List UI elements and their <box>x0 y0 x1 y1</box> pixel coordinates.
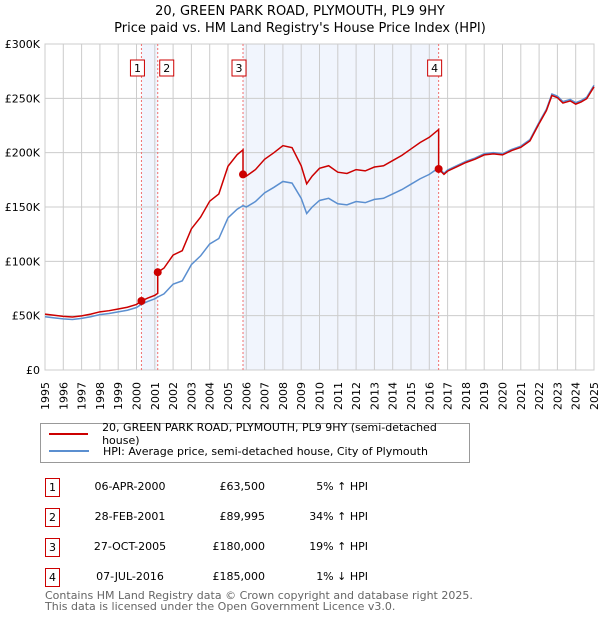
y-tick-label: £0 <box>26 364 40 377</box>
sale-label-border <box>231 59 247 77</box>
y-tick-label: £150K <box>5 201 41 214</box>
sale-hpi-diff: 34% ↑ HPI <box>309 510 368 523</box>
sale-number: 4 <box>45 568 60 587</box>
x-tick-label: 2015 <box>405 382 418 410</box>
sale-row: 3 27-OCT-2005 £180,000 19% ↑ HPI <box>0 538 600 558</box>
footer-licence: This data is licensed under the Open Gov… <box>45 600 396 613</box>
x-tick-label: 2024 <box>570 382 583 410</box>
x-tick-label: 2004 <box>204 382 217 410</box>
sale-date: 28-FEB-2001 <box>94 510 166 523</box>
legend: 20, GREEN PARK ROAD, PLYMOUTH, PL9 9HY (… <box>40 421 470 463</box>
sale-label-number: 3 <box>236 62 243 75</box>
sale-point <box>153 268 162 277</box>
sale-label-box: 4 <box>427 59 443 77</box>
x-tick-label: 1996 <box>57 382 70 410</box>
x-tick-label: 2011 <box>332 382 345 410</box>
sale-price: £185,000 <box>212 570 266 583</box>
sale-label-box: 2 <box>159 59 175 77</box>
x-tick-label: 2010 <box>314 382 327 410</box>
sale-point <box>137 296 146 305</box>
sale-label-number: 2 <box>163 62 170 75</box>
sale-price: £63,500 <box>219 480 266 493</box>
x-tick-label: 2023 <box>551 382 564 410</box>
legend-item-hpi: HPI: Average price, semi-detached house,… <box>49 443 428 459</box>
legend-swatch-red <box>49 433 89 435</box>
sale-label-box: 1 <box>129 59 145 77</box>
sale-label-border <box>129 59 145 77</box>
x-tick-label: 1995 <box>39 382 52 410</box>
sale-hpi-diff: 5% ↑ HPI <box>316 480 368 493</box>
legend-label: HPI: Average price, semi-detached house,… <box>103 444 428 458</box>
sale-date: 06-APR-2000 <box>94 480 166 493</box>
sale-label-number: 4 <box>431 62 438 75</box>
x-tick-label: 2016 <box>423 382 436 410</box>
x-tick-label: 2000 <box>131 382 144 410</box>
sale-hpi-diff: 19% ↑ HPI <box>309 540 368 553</box>
y-tick-label: £200K <box>5 147 41 160</box>
x-tick-label: 2008 <box>277 382 290 410</box>
sale-number: 2 <box>45 508 60 527</box>
property-price-line <box>44 86 595 318</box>
sale-date: 07-JUL-2016 <box>96 570 164 583</box>
x-tick-label: 1998 <box>94 382 107 410</box>
x-tick-label: 2007 <box>259 382 272 410</box>
sale-point <box>239 170 248 179</box>
sale-row: 2 28-FEB-2001 £89,995 34% ↑ HPI <box>0 508 600 528</box>
sale-label-border <box>427 59 443 77</box>
x-tick-label: 2002 <box>167 382 180 410</box>
x-tick-label: 2005 <box>222 382 235 410</box>
y-tick-label: £300K <box>5 38 41 51</box>
y-tick-label: £250K <box>5 92 41 105</box>
x-tick-label: 2021 <box>515 382 528 410</box>
x-tick-label: 2012 <box>350 382 363 410</box>
sale-price: £89,995 <box>219 510 266 523</box>
sale-date: 27-OCT-2005 <box>93 540 167 553</box>
x-tick-label: 2006 <box>240 382 253 410</box>
x-tick-label: 2019 <box>478 382 491 410</box>
sale-price: £180,000 <box>212 540 266 553</box>
sale-number: 3 <box>45 538 60 557</box>
legend-swatch-blue <box>49 450 89 452</box>
sale-row: 4 07-JUL-2016 £185,000 1% ↓ HPI <box>0 568 600 588</box>
y-tick-label: £100K <box>5 255 41 268</box>
x-tick-label: 2025 <box>588 382 600 410</box>
x-tick-label: 2022 <box>533 382 546 410</box>
plot-border <box>44 43 595 371</box>
x-tick-label: 1999 <box>112 382 125 410</box>
sale-label-border <box>159 59 175 77</box>
x-tick-label: 2001 <box>149 382 162 410</box>
x-tick-label: 2014 <box>387 382 400 410</box>
x-tick-label: 2017 <box>442 382 455 410</box>
x-tick-label: 1997 <box>76 382 89 410</box>
sale-label-number: 1 <box>134 62 141 75</box>
sale-hpi-diff: 1% ↓ HPI <box>316 570 368 583</box>
x-tick-label: 2009 <box>295 382 308 410</box>
sale-label-box: 3 <box>231 59 247 77</box>
sale-number: 1 <box>45 478 60 497</box>
chart-title: 20, GREEN PARK ROAD, PLYMOUTH, PL9 9HY <box>155 4 445 19</box>
x-tick-label: 2013 <box>368 382 381 410</box>
x-tick-label: 2020 <box>497 382 510 410</box>
x-tick-label: 2018 <box>460 382 473 410</box>
price-chart: 1995 1996 1997 1998 1999 2000 2001 2002 2003 2004… <box>5 38 600 410</box>
chart-subtitle: Price paid vs. HM Land Registry's House … <box>114 21 486 36</box>
legend-item-property: 20, GREEN PARK ROAD, PLYMOUTH, PL9 9HY (… <box>49 421 469 447</box>
x-tick-label: 2003 <box>185 382 198 410</box>
y-tick-label: £50K <box>12 310 41 323</box>
footer-copyright: Contains HM Land Registry data © Crown c… <box>45 589 473 602</box>
sale-row: 1 06-APR-2000 £63,500 5% ↑ HPI <box>0 478 600 498</box>
sale-point <box>434 164 443 173</box>
legend-label: 20, GREEN PARK ROAD, PLYMOUTH, PL9 9HY (… <box>102 421 437 447</box>
